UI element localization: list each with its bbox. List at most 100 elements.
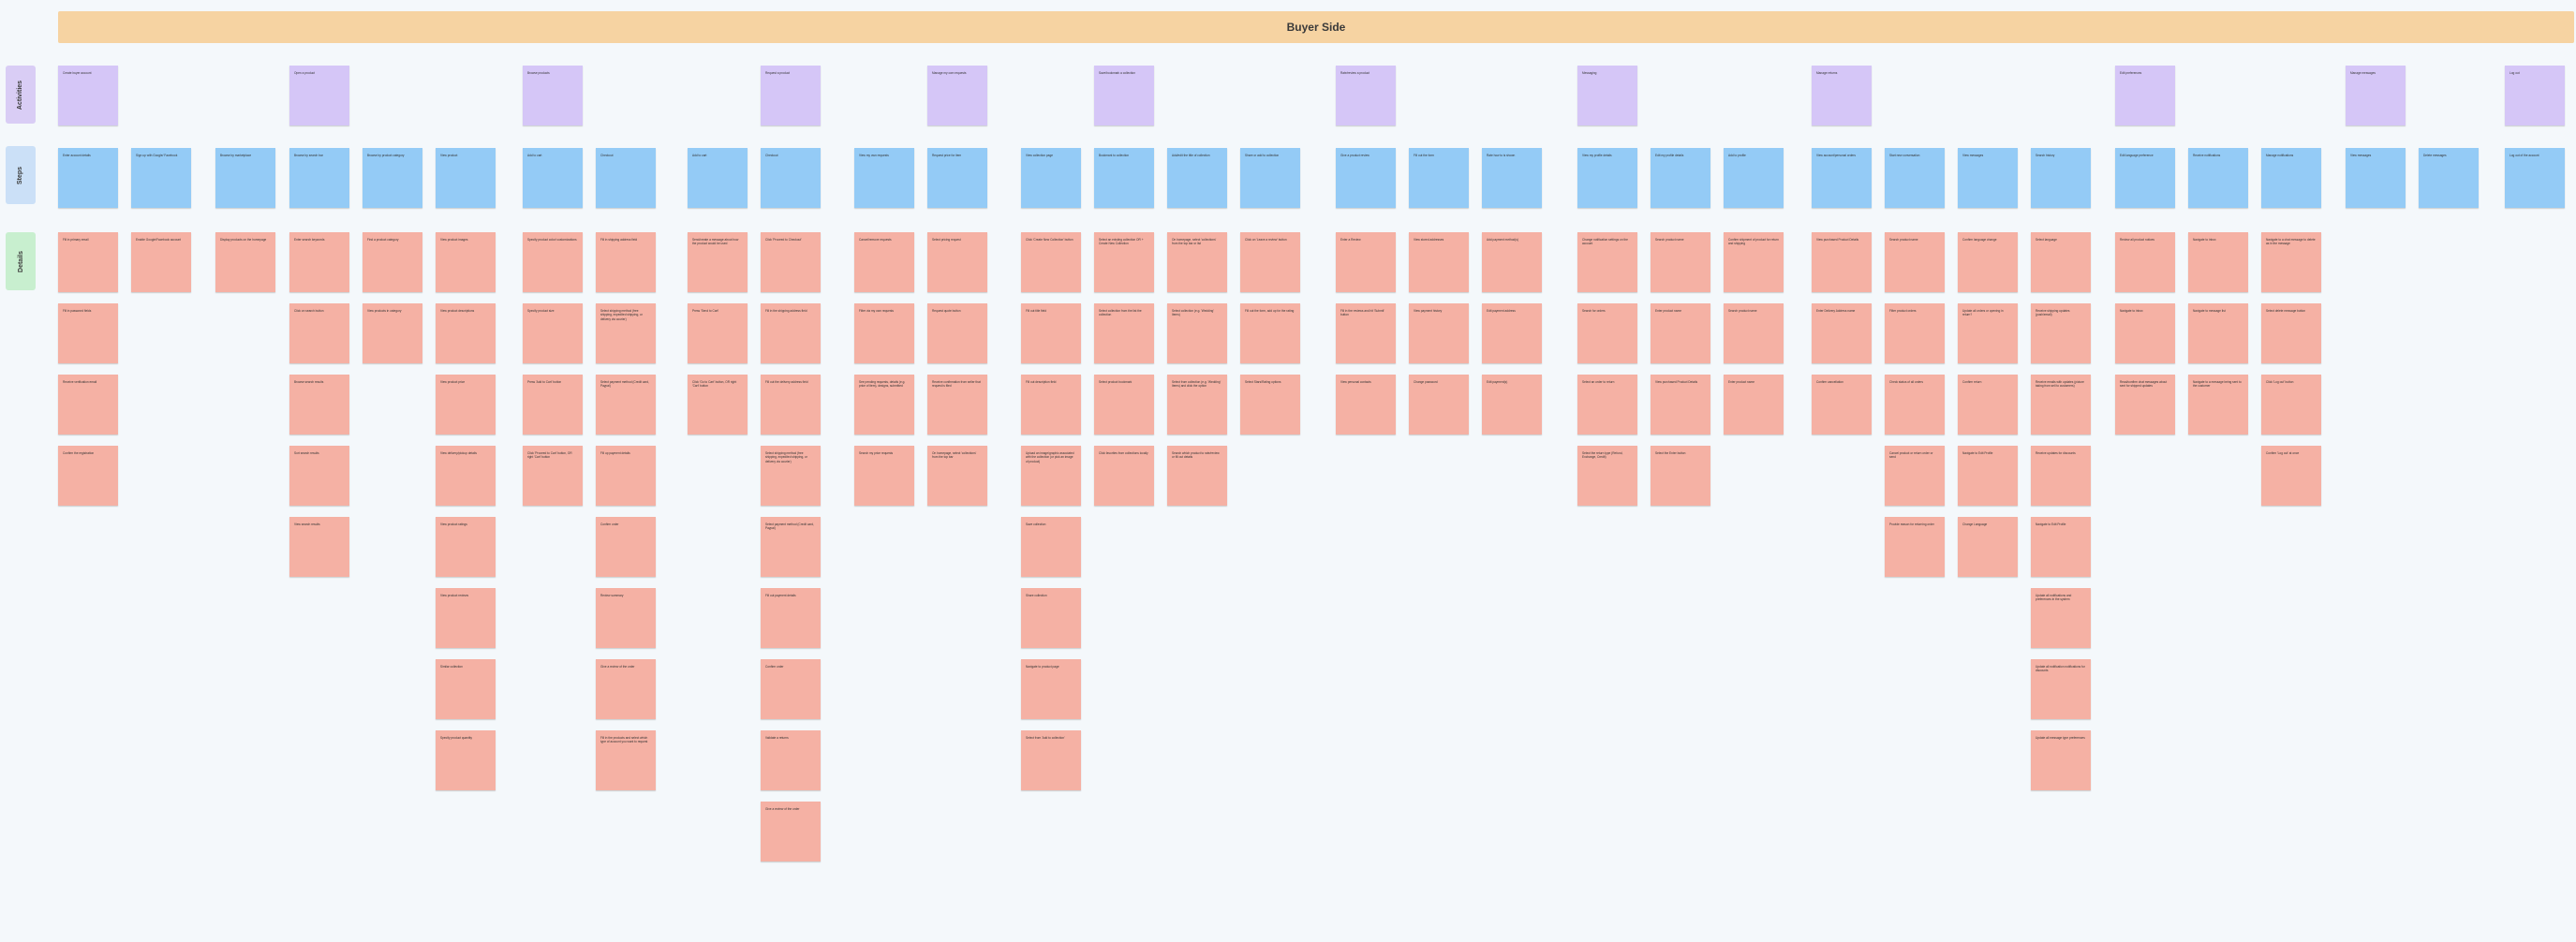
activity-note: Create buyer account xyxy=(58,66,118,125)
detail-note: Fill in the shipping address field xyxy=(761,303,821,363)
activity-note: Manage returns xyxy=(1812,66,1872,125)
detail-note: View product images xyxy=(436,232,496,292)
detail-note: Navigate to product page xyxy=(1021,659,1081,719)
detail-note: Validate a returns xyxy=(761,730,821,790)
detail-note: View stored addresses xyxy=(1409,232,1469,292)
detail-note: Receive updates for discounts xyxy=(2031,446,2091,506)
step-note: Browse by search bar xyxy=(289,148,349,208)
detail-note: Click on 'Leave a review' button xyxy=(1240,232,1300,292)
detail-note: Select language xyxy=(2031,232,2091,292)
step-note: Give a product review xyxy=(1336,148,1396,208)
step-note: View collection page xyxy=(1021,148,1081,208)
detail-note: Change notification settings on the acco… xyxy=(1577,232,1637,292)
step-note: Start new conversation xyxy=(1885,148,1945,208)
detail-note: Read/confirm chat messages about sent fo… xyxy=(2115,375,2175,434)
activity-note: Manage messages xyxy=(2346,66,2406,125)
detail-note: Search my price requests xyxy=(854,446,914,506)
step-note: Share or add to collection xyxy=(1240,148,1300,208)
detail-note: Update all orders or opening in return? xyxy=(1958,303,2018,363)
detail-note: Receive confirmation from seller that re… xyxy=(927,375,987,434)
detail-note: Check status of all orders xyxy=(1885,375,1945,434)
detail-note: Navigate to a message being sent to the … xyxy=(2188,375,2248,434)
detail-note: Confirm order xyxy=(761,659,821,719)
detail-note: Press 'Send to Cart' xyxy=(688,303,748,363)
detail-note: Confirm the registration xyxy=(58,446,118,506)
detail-note: Select payment method (Credit card, Payp… xyxy=(596,375,656,434)
detail-note: Navigate to message list xyxy=(2188,303,2248,363)
detail-note: Search product name xyxy=(1724,303,1784,363)
detail-note: Enter a Review xyxy=(1336,232,1396,292)
detail-note: View product price xyxy=(436,375,496,434)
step-note: Edit my profile details xyxy=(1651,148,1710,208)
detail-note: Click 'Log out' button xyxy=(2261,375,2321,434)
detail-note: View personal contacts xyxy=(1336,375,1396,434)
detail-note: Navigate to Edit Profile xyxy=(2031,517,2091,577)
step-note: View messages xyxy=(2346,148,2406,208)
detail-note: Navigate to a chat message to delete as … xyxy=(2261,232,2321,292)
step-note: Manage notifications xyxy=(2261,148,2321,208)
detail-note: Upload an image/graphic associated with … xyxy=(1021,446,1081,506)
step-note: Log out of the account xyxy=(2505,148,2565,208)
detail-note: Fill in the products and select which ty… xyxy=(596,730,656,790)
detail-note: View search results xyxy=(289,517,349,577)
detail-note: Specify product quantity xyxy=(436,730,496,790)
detail-note: Confirm order xyxy=(596,517,656,577)
detail-note: Select the Enter button xyxy=(1651,446,1710,506)
detail-note: Fill in password fields xyxy=(58,303,118,363)
step-note: Add to cart xyxy=(523,148,583,208)
detail-note: Select an existing collection OR + Creat… xyxy=(1094,232,1154,292)
detail-note: Confirm cancellation xyxy=(1812,375,1872,434)
detail-note: Select delete message button xyxy=(2261,303,2321,363)
detail-note: Select the return type (Refund, Exchange… xyxy=(1577,446,1637,506)
lane-details-text: Details xyxy=(17,250,24,272)
detail-note: Select pricing request xyxy=(927,232,987,292)
detail-note: Receive shipping updates (push/email) xyxy=(2031,303,2091,363)
detail-note: View product ratings xyxy=(436,517,496,577)
detail-note: Confirm return xyxy=(1958,375,2018,434)
detail-note: View delivery/pickup details xyxy=(436,446,496,506)
step-note: Browse by product category xyxy=(363,148,422,208)
detail-note: Enter product name xyxy=(1651,303,1710,363)
step-note: Edit language preference xyxy=(2115,148,2175,208)
detail-note: Fill out description field xyxy=(1021,375,1081,434)
detail-note: Press 'Add to Cart' button xyxy=(523,375,583,434)
detail-note: View payment history xyxy=(1409,303,1469,363)
detail-note: Specify product size xyxy=(523,303,583,363)
detail-note: Navigate to inbox xyxy=(2115,303,2175,363)
detail-note: Fill in primary email xyxy=(58,232,118,292)
detail-note: Filter product orders xyxy=(1885,303,1945,363)
detail-note: Give a review of the order xyxy=(761,802,821,861)
detail-note: Cancel product or return order or send xyxy=(1885,446,1945,506)
detail-note: Enter Delivery Address name xyxy=(1812,303,1872,363)
lane-label-details: Details xyxy=(6,232,36,290)
step-note: Bookmark to collection xyxy=(1094,148,1154,208)
detail-note: Select from 'Add to collection' xyxy=(1021,730,1081,790)
detail-note: Select Stars/Rating options xyxy=(1240,375,1300,434)
activity-note: Request a product xyxy=(761,66,821,125)
step-note: Add/edit the title of collection xyxy=(1167,148,1227,208)
detail-note: Edit payment address xyxy=(1482,303,1542,363)
detail-note: Browse search results xyxy=(289,375,349,434)
detail-note: Update all notification notifications fo… xyxy=(2031,659,2091,719)
step-note: View product xyxy=(436,148,496,208)
detail-note: Fill in the reviews and hit 'Submit' but… xyxy=(1336,303,1396,363)
step-note: View account/personal orders xyxy=(1812,148,1872,208)
detail-note: Fill up payment details xyxy=(596,446,656,506)
detail-note: Select payment method (Credit card, Payp… xyxy=(761,517,821,577)
activity-note: Manage my own requests xyxy=(927,66,987,125)
activity-note: Save/bookmark a collection xyxy=(1094,66,1154,125)
lane-activities-text: Activities xyxy=(17,80,24,110)
detail-note: View product reviews xyxy=(436,588,496,648)
step-note: Fill out the form xyxy=(1409,148,1469,208)
activity-note: Log out xyxy=(2505,66,2565,125)
detail-note: Change password xyxy=(1409,375,1469,434)
detail-note: Confirm shipment of product for return a… xyxy=(1724,232,1784,292)
detail-note: Fill in shipping address field xyxy=(596,232,656,292)
lane-steps-text: Steps xyxy=(17,166,24,184)
detail-note: Click 'Go to Cart' button, OR right 'Car… xyxy=(688,375,748,434)
detail-note: Search which product to rate/review or f… xyxy=(1167,446,1227,506)
detail-note: Search product name xyxy=(1651,232,1710,292)
detail-note: Enable Google/Facebook account xyxy=(131,232,191,292)
step-note: Enter account details xyxy=(58,148,118,208)
